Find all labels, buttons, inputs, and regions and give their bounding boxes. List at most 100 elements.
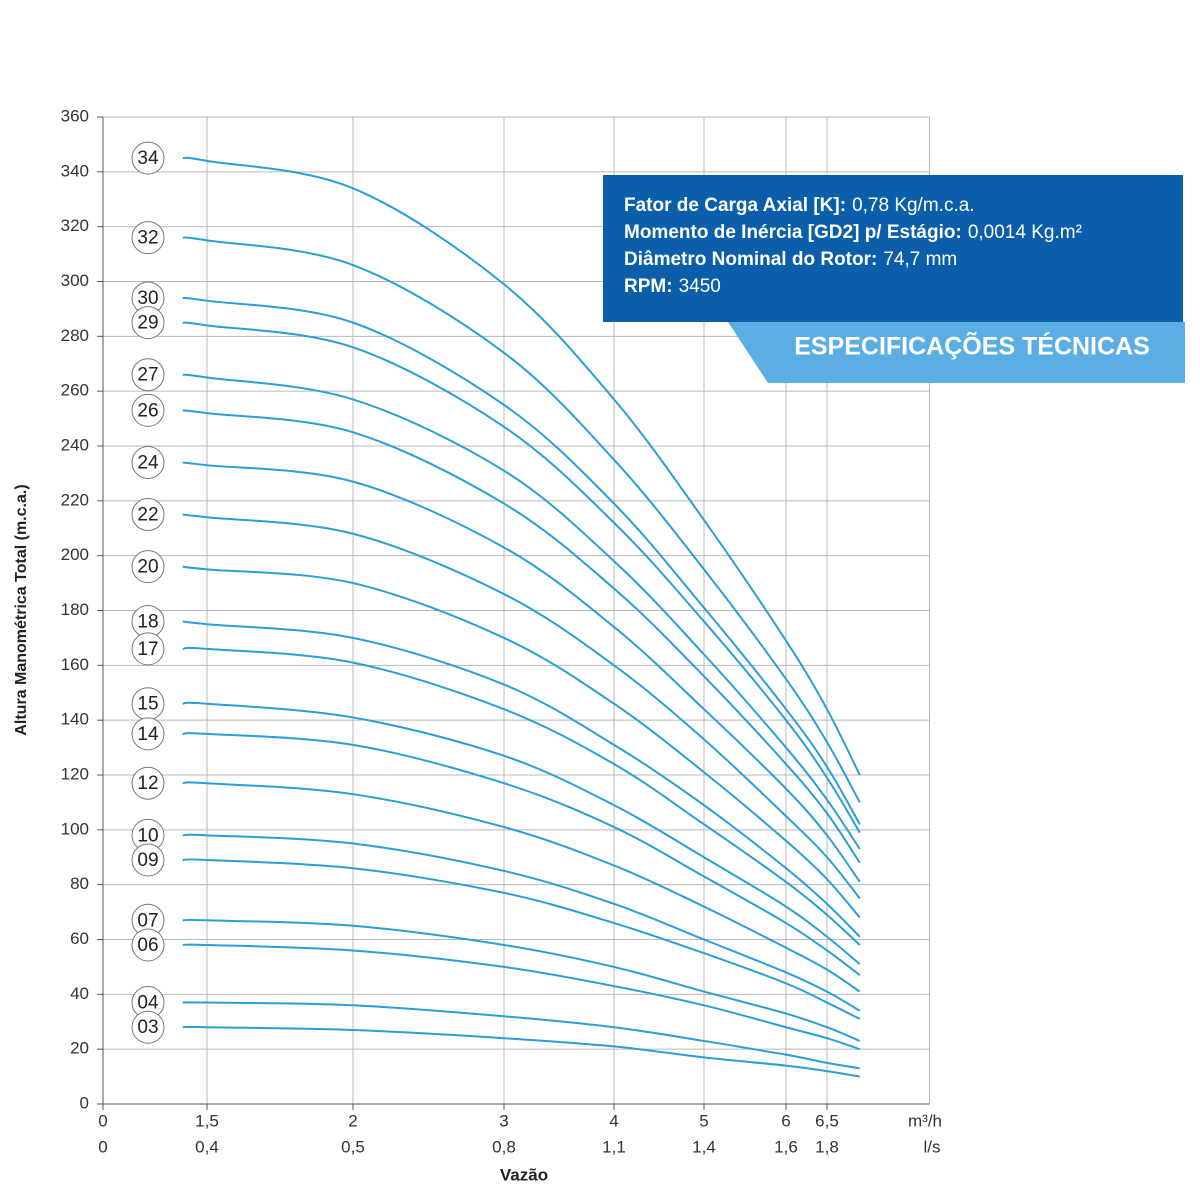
curve bbox=[182, 1001, 860, 1070]
curve-label: 17 bbox=[137, 639, 158, 660]
y-tick-label: 80 bbox=[70, 874, 89, 893]
x-tick-label: 5 bbox=[699, 1111, 708, 1130]
specs-title: ESPECIFICAÇÕES TÉCNICAS bbox=[794, 331, 1150, 361]
spec-value: 74,7 mm bbox=[883, 249, 957, 270]
y-tick-label: 120 bbox=[61, 764, 89, 783]
x2-tick-label: 1,8 bbox=[815, 1137, 839, 1156]
spec-line: Momento de Inércia [GD2] p/ Estágio: 0,00… bbox=[624, 222, 1082, 243]
curve-label-circle bbox=[131, 843, 165, 877]
curve-label: 04 bbox=[137, 993, 159, 1014]
spec-line: Diâmetro Nominal do Rotor: 74,7 mm bbox=[624, 249, 957, 270]
y-tick-label: 340 bbox=[61, 161, 89, 180]
x-tick-label: 1,5 bbox=[195, 1111, 219, 1130]
curve-label: 26 bbox=[137, 400, 158, 421]
curve bbox=[182, 409, 861, 864]
curve bbox=[182, 373, 861, 850]
specs-box bbox=[603, 175, 1183, 322]
curve bbox=[182, 236, 861, 803]
x2-tick-label: 0,5 bbox=[341, 1137, 365, 1156]
specs-list: Fator de Carga Axial [K]: 0,78 Kg/m.c.a. M… bbox=[624, 195, 1082, 297]
curve bbox=[182, 1026, 860, 1078]
curve bbox=[182, 321, 861, 834]
curve-label-circle bbox=[131, 632, 165, 666]
curve-label: 27 bbox=[137, 365, 158, 386]
curve-label: 15 bbox=[137, 694, 158, 715]
curve-label-circle bbox=[131, 445, 165, 479]
curve-label-circle bbox=[131, 393, 165, 427]
curve-label-circle bbox=[131, 550, 165, 584]
curve-label: 09 bbox=[137, 850, 158, 871]
spec-label: Diâmetro Nominal do Rotor: bbox=[624, 249, 877, 270]
y-tick-label: 160 bbox=[61, 655, 89, 674]
x-unit: m³/h bbox=[908, 1111, 942, 1130]
x2-tick-label: 0,8 bbox=[492, 1137, 516, 1156]
y-tick-label: 20 bbox=[70, 1039, 89, 1058]
x-tick-label: 6,5 bbox=[815, 1111, 839, 1130]
y-tick-label: 180 bbox=[61, 600, 89, 619]
y-tick-label: 360 bbox=[61, 106, 89, 125]
curve-label: 32 bbox=[137, 228, 158, 249]
curve-label: 03 bbox=[137, 1017, 158, 1038]
curve-label-circle bbox=[131, 1010, 165, 1044]
curve-label: 20 bbox=[137, 557, 158, 578]
spec-line: Fator de Carga Axial [K]: 0,78 Kg/m.c.a. bbox=[624, 195, 975, 216]
y-tick-label: 220 bbox=[61, 490, 89, 509]
x-tick-label: 4 bbox=[609, 1111, 618, 1130]
y-tick-label: 320 bbox=[61, 216, 89, 235]
curve bbox=[182, 296, 861, 825]
spec-line: RPM: 3450 bbox=[624, 276, 721, 297]
x2-tick-label: 0 bbox=[98, 1137, 107, 1156]
x2-tick-label: 1,1 bbox=[602, 1137, 626, 1156]
x2-tick-label: 1,4 bbox=[692, 1137, 716, 1156]
x2-tick-label: 1,6 bbox=[774, 1137, 798, 1156]
curve-label-circle bbox=[131, 306, 165, 340]
curve-label: 07 bbox=[137, 910, 158, 931]
curves: 34 32 30 29 27 26 24 22 20 18 17 15 14 12 10 09 07 06 04 03 bbox=[131, 141, 861, 1078]
curve-label: 30 bbox=[137, 288, 158, 309]
y-tick-label: 60 bbox=[70, 929, 89, 948]
curve-label-circle bbox=[131, 141, 165, 175]
curve bbox=[182, 701, 861, 965]
y-tick-label: 100 bbox=[61, 819, 89, 838]
x-tick-label: 6 bbox=[781, 1111, 790, 1130]
curve-label-circle bbox=[131, 358, 165, 392]
x-tick-label: 0 bbox=[98, 1111, 107, 1130]
y-axis-title: Altura Manométrica Total (m.c.a.) bbox=[13, 484, 30, 735]
curve bbox=[182, 732, 861, 976]
curve bbox=[182, 833, 861, 1012]
curve-label-circle bbox=[131, 766, 165, 800]
curve bbox=[182, 513, 861, 899]
curve bbox=[182, 565, 861, 919]
x-tick-label: 3 bbox=[499, 1111, 508, 1130]
curve-label: 18 bbox=[137, 611, 158, 632]
curve bbox=[182, 943, 861, 1051]
spec-label: Fator de Carga Axial [K]: bbox=[624, 195, 846, 216]
spec-value: 0,0014 Kg.m² bbox=[968, 222, 1082, 243]
spec-label: RPM: bbox=[624, 276, 673, 297]
y-tick-label: 280 bbox=[61, 326, 89, 345]
curve-label-circle bbox=[131, 221, 165, 255]
y-tick-label: 0 bbox=[80, 1093, 89, 1112]
curve-label: 10 bbox=[137, 825, 158, 846]
y-tick-label: 200 bbox=[61, 545, 89, 564]
x-tick-label: 2 bbox=[348, 1111, 357, 1130]
grid: 0204060801001201401601802002202402602803… bbox=[61, 106, 930, 1156]
curve bbox=[182, 156, 861, 776]
curve bbox=[182, 646, 861, 946]
curve-label: 34 bbox=[137, 148, 159, 169]
x-axis-title: Vazão bbox=[500, 1165, 548, 1184]
curve-label: 06 bbox=[137, 935, 158, 956]
curve-label: 29 bbox=[137, 313, 158, 334]
curve-label: 14 bbox=[137, 724, 159, 745]
y-tick-label: 40 bbox=[70, 984, 89, 1003]
y-tick-label: 140 bbox=[61, 710, 89, 729]
curve bbox=[182, 858, 861, 1020]
curve bbox=[182, 781, 861, 993]
curve-label-circle bbox=[131, 717, 165, 751]
curve-label: 22 bbox=[137, 505, 158, 526]
curve bbox=[182, 620, 861, 938]
spec-value: 0,78 Kg/m.c.a. bbox=[852, 195, 975, 216]
specs-tab bbox=[728, 322, 1185, 383]
curve-label: 12 bbox=[137, 773, 158, 794]
